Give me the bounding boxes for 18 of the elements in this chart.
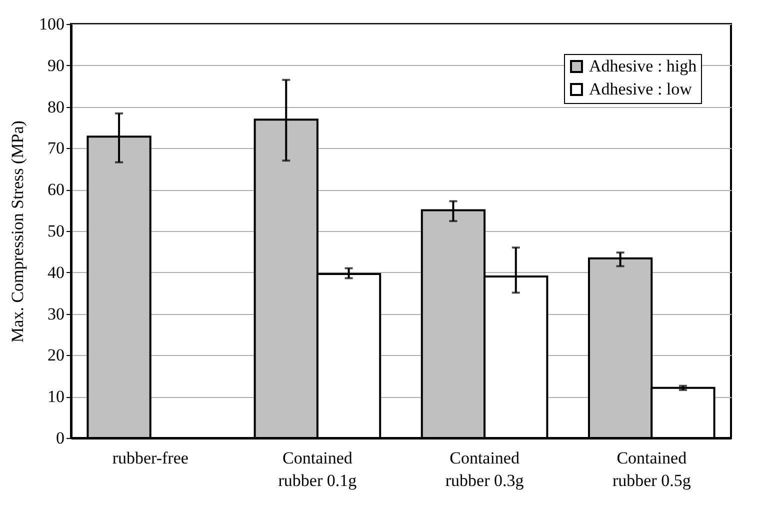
y-tick-label: 100 — [39, 14, 64, 34]
y-tick-label: 0 — [56, 428, 64, 448]
y-tick-label: 50 — [48, 222, 64, 240]
y-tick-label: 90 — [48, 56, 64, 75]
legend-label: Adhesive : high — [589, 56, 698, 76]
y-tick-label: 20 — [48, 346, 64, 365]
y-tick-label: 70 — [48, 138, 64, 158]
y-tick-label: 80 — [48, 97, 64, 116]
y-tick-label: 60 — [48, 180, 64, 200]
category-label: Contained rubber 0.3g — [445, 448, 524, 490]
y-tick-label: 10 — [48, 387, 64, 406]
category-label: Contained rubber 0.1g — [278, 448, 357, 490]
category-label: Contained rubber 0.5g — [612, 448, 691, 490]
y-axis-title: Max. Compression Stress (MPa) — [8, 120, 27, 342]
legend-label: Adhesive : low — [589, 80, 693, 98]
y-tick-label: 40 — [48, 262, 64, 282]
y-tick-label: 30 — [48, 304, 64, 324]
x-tick-label: rubber-free — [112, 448, 188, 468]
